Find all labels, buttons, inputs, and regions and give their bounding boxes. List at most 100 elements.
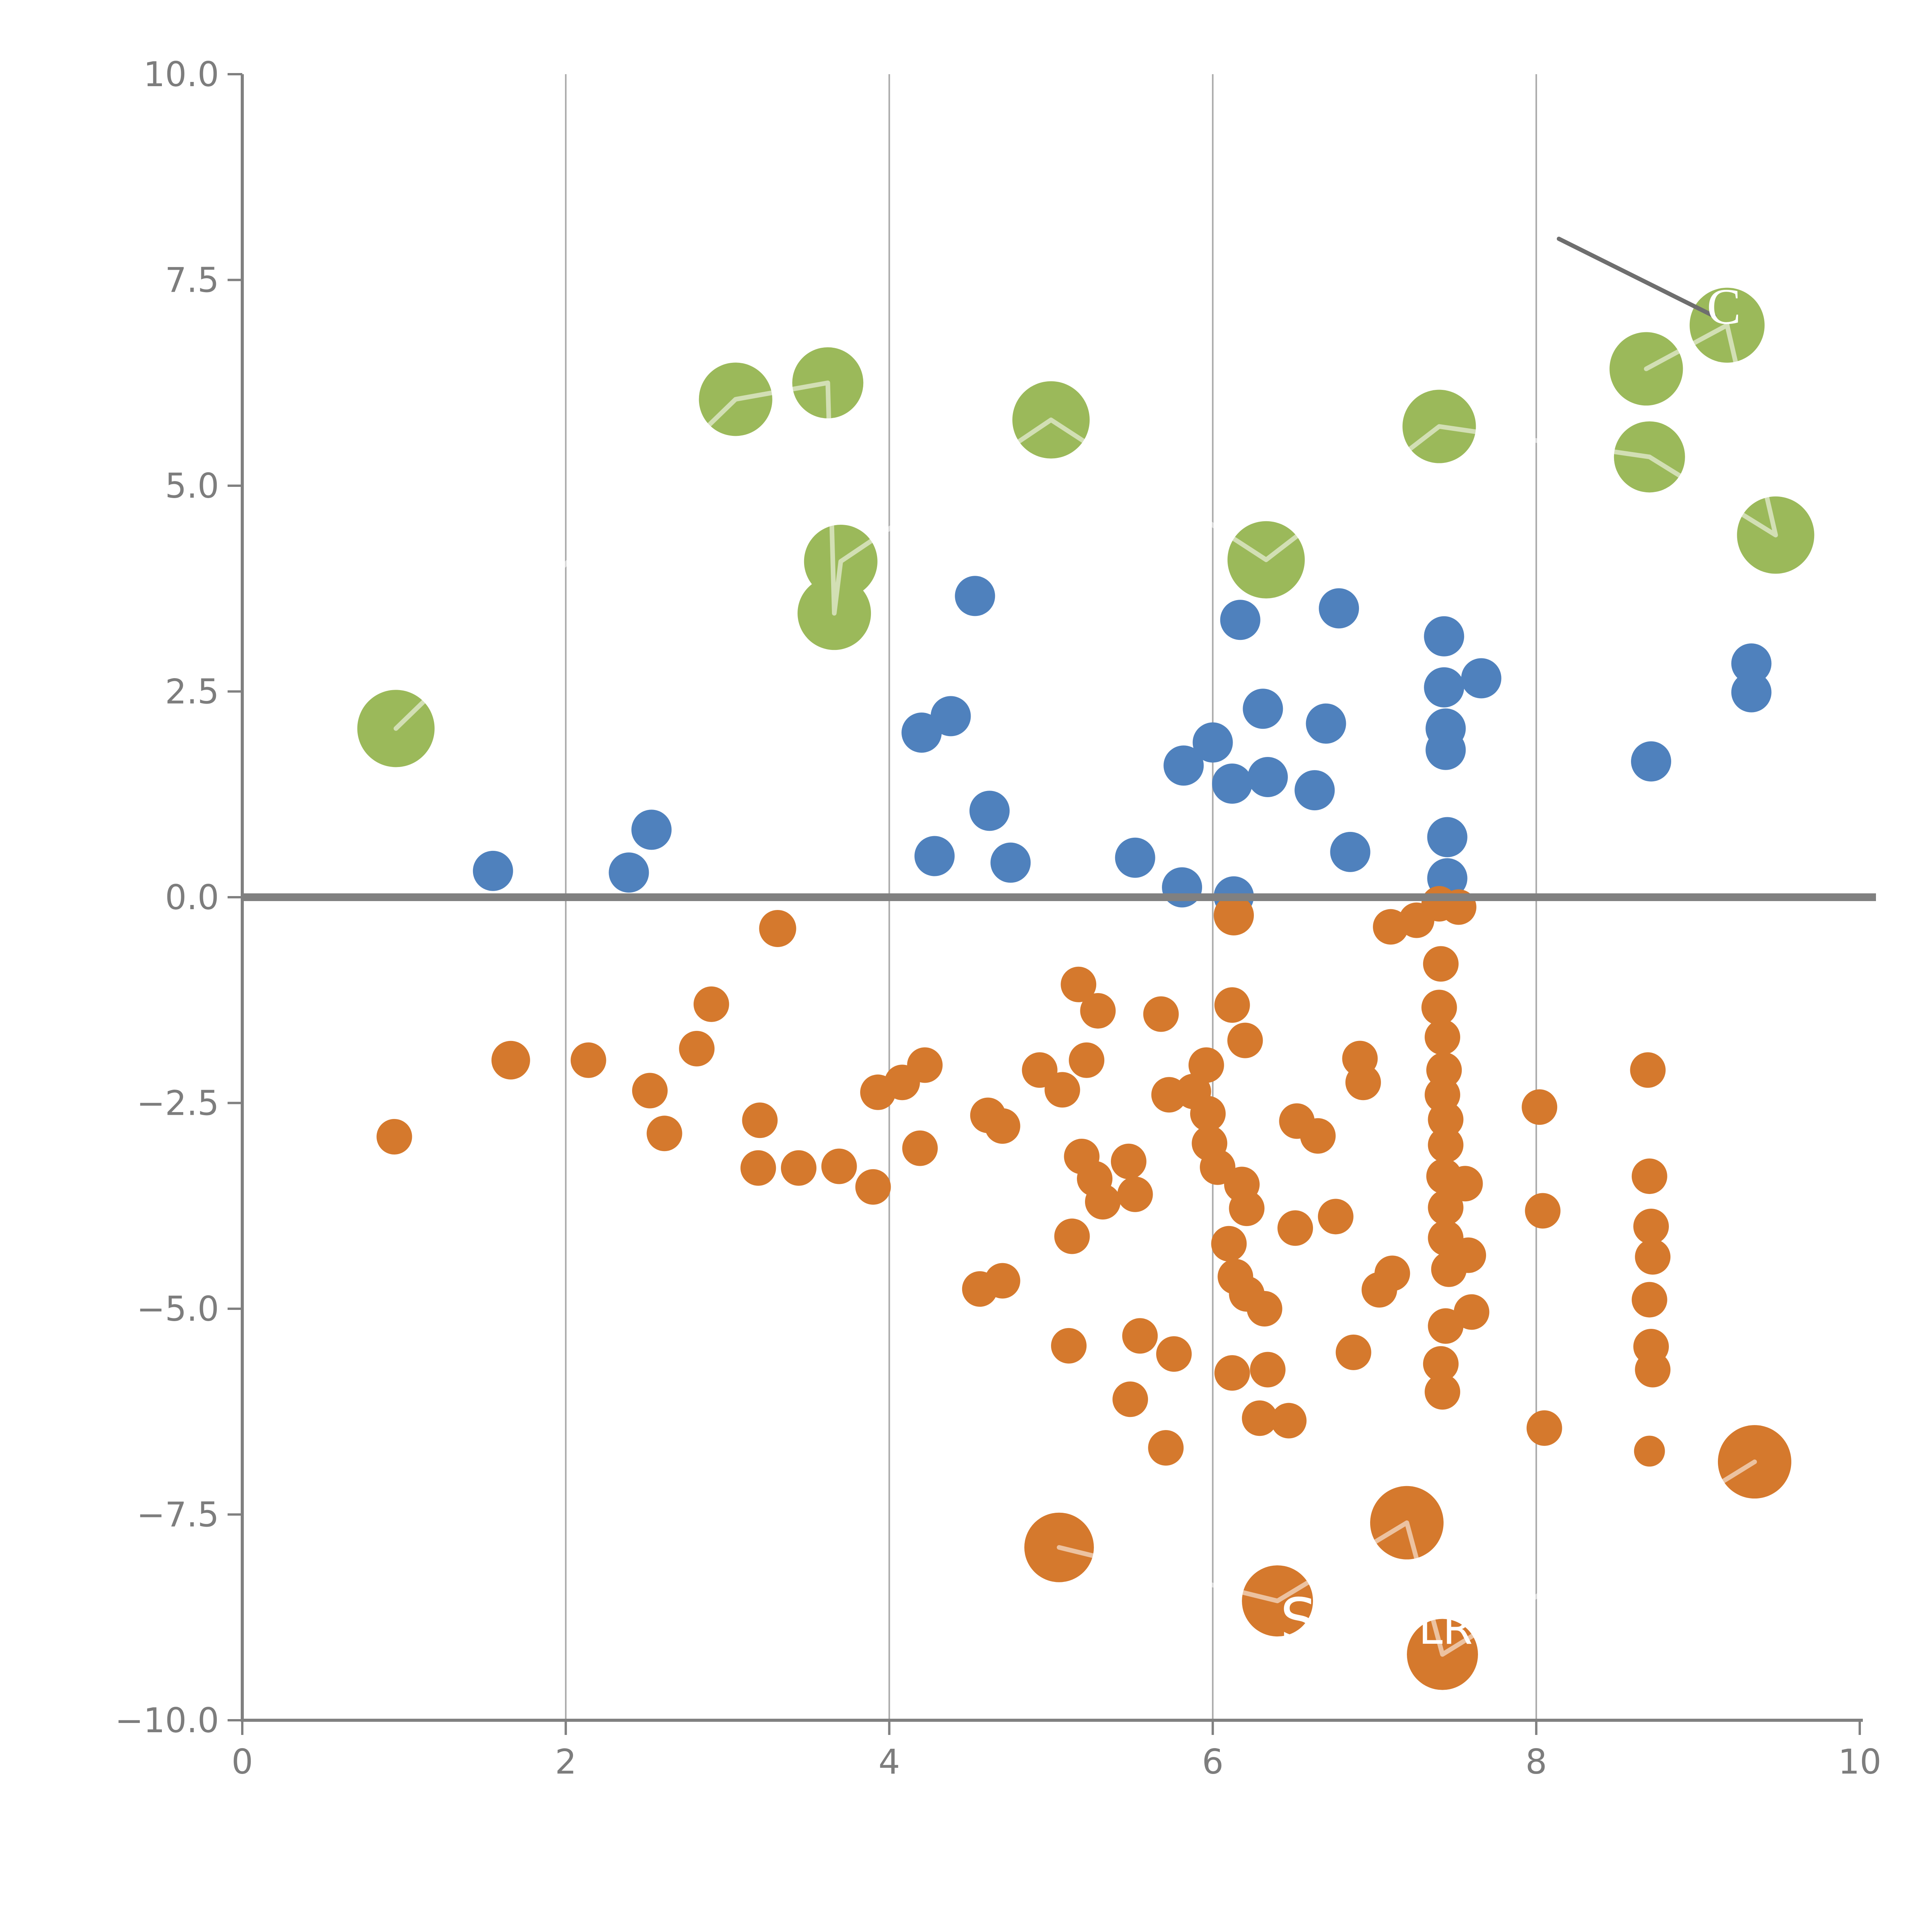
scatter-point-orange-cluster xyxy=(1111,1143,1146,1179)
scatter-point-orange-cluster xyxy=(632,1073,668,1109)
x-tick-label: 6 xyxy=(1202,1742,1224,1782)
scatter-point-blue-cluster xyxy=(969,791,1010,831)
scatter-point-orange-cluster xyxy=(1525,1193,1561,1229)
scatter-point-orange-cluster xyxy=(679,1031,715,1066)
scatter-point-blue-cluster xyxy=(1220,600,1260,640)
scatter-point-blue-cluster xyxy=(1731,672,1772,713)
scatter-point-orange-cluster xyxy=(693,986,729,1022)
scatter-point-orange-cluster xyxy=(570,1042,606,1078)
scatter-point-orange-cluster xyxy=(1633,1209,1669,1244)
scatter-point-orange-cluster xyxy=(1522,1089,1558,1125)
y-tick-label: −2.5 xyxy=(136,1083,219,1123)
scatter-point-blue-cluster xyxy=(631,810,672,850)
scatter-point-blue-cluster xyxy=(1319,588,1359,629)
x-tick-label: 10 xyxy=(1838,1742,1881,1782)
scatter-point-orange-cluster xyxy=(759,910,796,947)
white-line-green-path xyxy=(393,323,1778,731)
scatter-point-blue-cluster xyxy=(1163,745,1204,786)
points-layer xyxy=(357,287,1815,1690)
watermark-letter: S xyxy=(1280,1586,1317,1653)
scatter-point-blue-cluster xyxy=(1461,658,1502,699)
scatter-point-blue-cluster xyxy=(1424,667,1464,707)
scatter-point-orange-cluster xyxy=(985,1263,1020,1299)
scatter-point-orange-cluster xyxy=(1069,1042,1105,1078)
scatter-point-orange-cluster xyxy=(1635,1352,1671,1388)
watermark-layer: S LR xyxy=(1280,1586,1473,1654)
overlay-lines-layer xyxy=(393,323,1778,1657)
scatter-point-orange-cluster xyxy=(1214,987,1250,1023)
scatter-point-orange-cluster xyxy=(1156,1336,1192,1372)
scatter-point-blue-cluster xyxy=(1631,741,1672,782)
scatter-point-blue-cluster xyxy=(1424,616,1464,656)
scatter-point-blue-cluster xyxy=(1306,703,1346,744)
scatter-point-blue-cluster xyxy=(1162,867,1202,908)
scatter-point-orange-cluster xyxy=(781,1150,816,1186)
scatter-point-orange-cluster xyxy=(1085,1184,1121,1220)
scatter-point-orange-cluster xyxy=(1227,1022,1263,1058)
axes-layer xyxy=(228,73,1863,1735)
scatter-point-orange-cluster xyxy=(491,1041,530,1080)
scatter-point-orange-cluster xyxy=(646,1116,682,1151)
scatter-point-orange-cluster xyxy=(1214,1355,1250,1391)
scatter-point-orange-cluster xyxy=(1335,1334,1371,1370)
scatter-point-orange-cluster xyxy=(1428,1190,1464,1226)
scatter-point-orange-cluster xyxy=(1247,1291,1282,1327)
scatter-point-orange-cluster xyxy=(1143,996,1179,1032)
scatter-point-orange-cluster xyxy=(1374,1255,1410,1291)
scatter-point-orange-cluster xyxy=(1631,1158,1667,1194)
scatter-point-orange-cluster xyxy=(1054,1218,1090,1254)
scatter-point-blue-cluster xyxy=(1330,832,1371,872)
scatter-point-orange-cluster xyxy=(1635,1239,1671,1275)
scatter-point-orange-cluster xyxy=(1117,1176,1153,1212)
scatter-point-orange-cluster xyxy=(1447,1166,1483,1202)
scatter-point-orange-cluster xyxy=(1300,1118,1336,1154)
tick-labels-layer: 10.0 7.5 5.0 2.5 0.0 −2.5 −5.0 −7.5 −10.0 0 2 4 6 8 10 xyxy=(115,54,1881,1782)
scatter-point-orange-cluster xyxy=(821,1148,857,1184)
scatter-point-orange-cluster xyxy=(1250,1352,1286,1388)
scatter-point-blue-cluster xyxy=(1212,764,1252,804)
scatter-point-blue-cluster xyxy=(930,696,971,736)
y-tick-label: 10.0 xyxy=(143,54,219,94)
scatter-point-orange-cluster xyxy=(1044,1072,1080,1108)
y-tick-label: 0.0 xyxy=(165,878,219,917)
scatter-point-orange-cluster xyxy=(1423,946,1459,982)
x-tick-label: 4 xyxy=(878,1742,900,1782)
scatter-point-orange-cluster xyxy=(1428,1102,1464,1138)
scatter-point-orange-cluster xyxy=(1318,1199,1354,1235)
scatter-point-blue-cluster xyxy=(901,713,942,753)
scatter-point-orange-cluster xyxy=(1061,966,1097,1002)
scatter-point-blue-cluster xyxy=(955,576,995,616)
scatter-point-blue-cluster xyxy=(1243,689,1283,729)
y-tick-label: 5.0 xyxy=(165,466,219,506)
annotation-layer: C xyxy=(1556,236,1741,335)
scatter-point-orange-cluster xyxy=(1080,993,1116,1029)
scatter-point-blue-cluster xyxy=(1294,770,1335,811)
scatter-point-blue-cluster xyxy=(990,842,1031,883)
scatter-point-orange-cluster xyxy=(1631,1282,1667,1318)
scatter-point-orange-cluster xyxy=(1122,1318,1158,1354)
scatter-point-orange-cluster xyxy=(1450,1237,1486,1273)
scatter-point-orange-cluster xyxy=(1423,1346,1459,1382)
scatter-point-orange-cluster xyxy=(1428,1127,1464,1163)
scatter-point-orange-cluster xyxy=(1345,1065,1381,1100)
x-tick-label: 0 xyxy=(231,1742,253,1782)
scatter-point-blue-cluster xyxy=(1192,722,1233,763)
scatter-point-orange-cluster xyxy=(1214,895,1254,935)
scatter-point-blue-cluster xyxy=(1427,817,1468,857)
scatter-point-orange-cluster xyxy=(1188,1047,1224,1083)
annotation-label: C xyxy=(1707,278,1741,335)
scatter-point-orange-cluster xyxy=(1271,1403,1307,1439)
scatter-point-orange-cluster xyxy=(1634,1435,1665,1467)
x-tick-label: 8 xyxy=(1526,1742,1547,1782)
scatter-point-orange-cluster xyxy=(1190,1096,1226,1132)
scatter-point-blue-cluster xyxy=(609,852,649,893)
scatter-point-orange-cluster xyxy=(1425,1374,1461,1410)
scatter-point-blue-cluster xyxy=(1115,837,1155,878)
scatter-point-blue-cluster xyxy=(1425,730,1466,770)
scatter-point-orange-cluster xyxy=(1421,990,1457,1026)
x-tick-label: 2 xyxy=(555,1742,577,1782)
scatter-point-orange-cluster xyxy=(376,1119,412,1155)
scatter-point-orange-cluster xyxy=(1277,1210,1313,1246)
